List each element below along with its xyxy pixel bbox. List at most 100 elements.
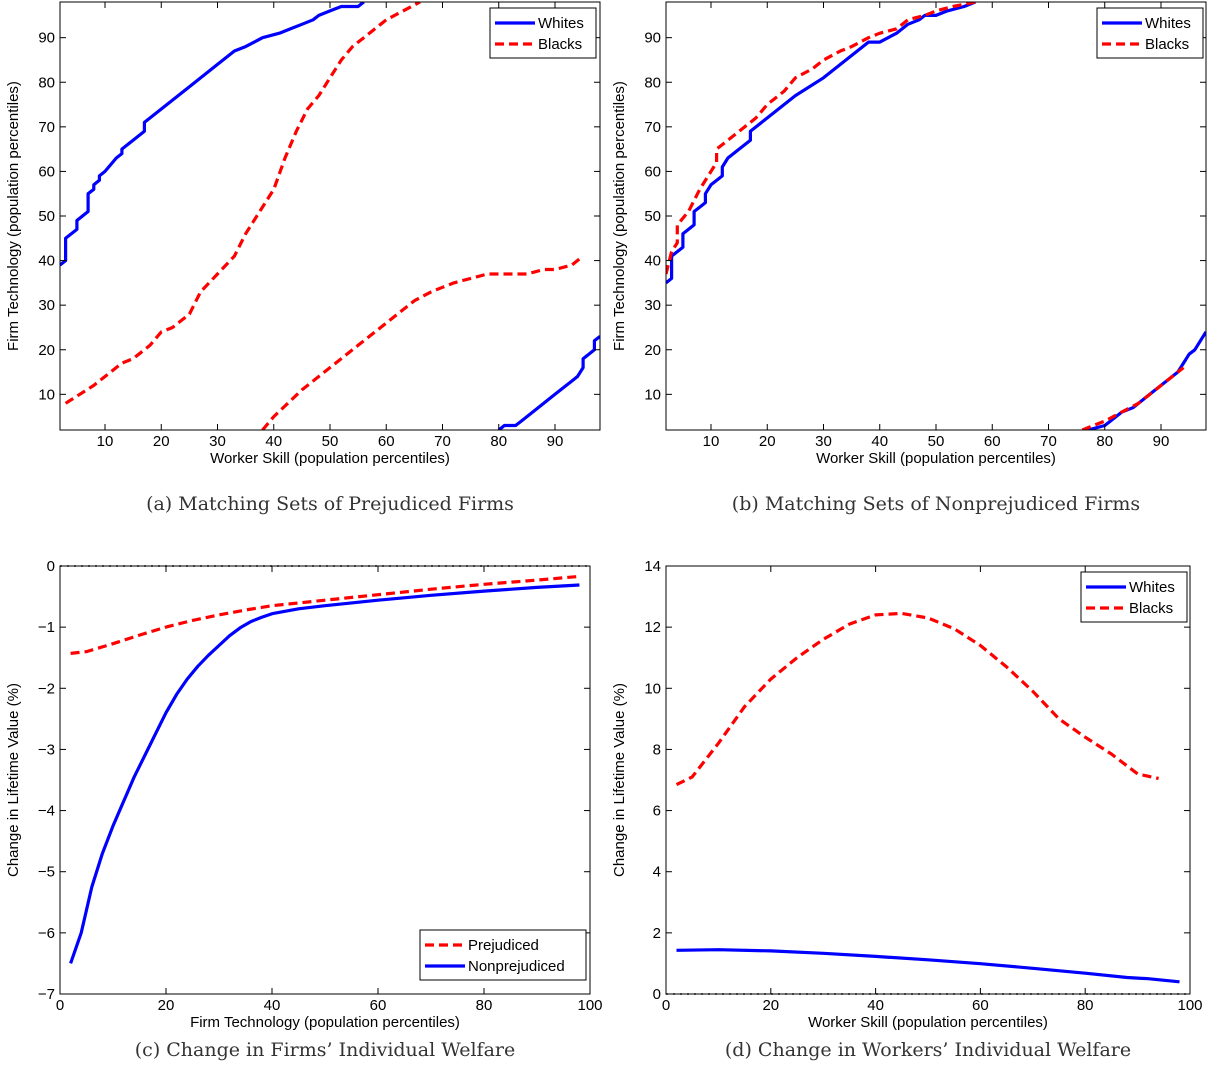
x-tick-label: 40 (871, 433, 888, 450)
y-tick-label: 90 (644, 30, 661, 47)
panel-caption: (d) Change in Workers’ Individual Welfar… (725, 1039, 1131, 1061)
legend-box (419, 929, 587, 981)
y-tick-label: 60 (644, 163, 661, 180)
y-tick-label: 80 (38, 74, 55, 91)
legend-label: Whites (538, 15, 584, 32)
y-axis-label: Firm Technology (population percentiles) (5, 81, 22, 351)
x-tick-label: 80 (490, 433, 507, 450)
y-tick-label: 20 (38, 342, 55, 359)
legend-box (489, 7, 597, 59)
chart-panel-d: 0 20 40 60 80 100 0 2 4 6 8 10 12 14 Worker Skill (pop… (611, 558, 1203, 1061)
series-line-2 (64, 2, 421, 405)
x-tick-label: 20 (759, 433, 776, 450)
y-tick-label: −2 (38, 680, 55, 697)
y-tick-label: 4 (653, 864, 661, 881)
x-axis-label: Worker Skill (population percentiles) (210, 450, 450, 467)
x-tick-label: 50 (322, 433, 339, 450)
axes-box (665, 565, 1191, 995)
legend-box (1096, 7, 1204, 59)
x-tick-label: 30 (209, 433, 226, 450)
x-tick-label: 40 (867, 997, 884, 1014)
legend: Whites Blacks (1096, 7, 1204, 59)
series-line-1 (676, 948, 1180, 984)
legend: Whites Blacks (489, 7, 597, 59)
y-tick-label: 50 (644, 208, 661, 225)
panel-caption: (b) Matching Sets of Nonprejudiced Firms (732, 493, 1140, 515)
y-tick-label: 12 (644, 619, 661, 636)
axes-box (59, 1, 601, 431)
y-tick-label: 8 (653, 741, 661, 758)
x-tick-label: 20 (762, 997, 779, 1014)
legend-label: Blacks (1129, 600, 1173, 617)
legend: Whites Blacks (1080, 571, 1188, 623)
x-tick-label: 80 (1096, 433, 1113, 450)
legend-label: Prejudiced (468, 937, 539, 954)
x-tick-label: 70 (1040, 433, 1057, 450)
x-tick-label: 40 (264, 997, 281, 1014)
chart-panel-b: 10 20 30 40 50 60 70 80 90 10 20 30 40 50 60 70 80 90 Work… (611, 1, 1207, 515)
legend-box (1080, 571, 1188, 623)
y-tick-label: 20 (644, 342, 661, 359)
chart-panel-c: 0 20 40 60 80 100 −7 −6 −5 −4 −3 −2 −1 0 Firm Technolo… (5, 558, 603, 1061)
y-tick-label: 10 (644, 386, 661, 403)
x-tick-label: 60 (984, 433, 1001, 450)
x-tick-label: 100 (1177, 997, 1202, 1014)
x-tick-label: 100 (577, 997, 602, 1014)
y-tick-label: 2 (653, 925, 661, 942)
legend-label: Blacks (1145, 36, 1189, 53)
y-tick-label: 6 (653, 803, 661, 820)
x-tick-label: 40 (265, 433, 282, 450)
x-tick-label: 20 (158, 997, 175, 1014)
y-axis-label: Change in Lifetime Value (%) (611, 683, 628, 877)
legend-label: Whites (1129, 579, 1175, 596)
x-tick-label: 20 (153, 433, 170, 450)
x-tick-label: 30 (815, 433, 832, 450)
y-tick-label: 14 (644, 558, 661, 575)
series-line-4 (1081, 366, 1185, 430)
axes-box (59, 565, 591, 995)
x-tick-label: 0 (662, 997, 670, 1014)
x-tick-label: 90 (547, 433, 564, 450)
panel-caption: (a) Matching Sets of Prejudiced Firms (146, 493, 514, 515)
legend-label: Nonprejudiced (468, 958, 565, 975)
y-tick-label: 0 (653, 986, 661, 1003)
y-tick-label: −3 (38, 741, 55, 758)
x-tick-label: 80 (476, 997, 493, 1014)
y-tick-label: 0 (47, 558, 55, 575)
chart-panel-a: 10 20 30 40 50 60 70 80 90 10 20 30 40 50 60 70 80 90 Work… (5, 1, 601, 515)
x-axis-label: Firm Technology (population percentiles) (190, 1014, 460, 1031)
series-line-3 (261, 254, 585, 430)
y-tick-label: 70 (644, 119, 661, 136)
y-tick-label: −4 (38, 803, 55, 820)
y-tick-label: 30 (644, 297, 661, 314)
y-tick-label: 50 (38, 208, 55, 225)
series-line-3 (1087, 331, 1206, 430)
y-tick-label: 90 (38, 30, 55, 47)
x-tick-label: 10 (703, 433, 720, 450)
axes-box (665, 1, 1207, 431)
series-line-1 (70, 574, 580, 655)
legend-label: Blacks (538, 36, 582, 53)
x-axis-label: Worker Skill (population percentiles) (808, 1014, 1048, 1031)
series-line-2 (666, 2, 976, 275)
y-tick-label: −5 (38, 864, 55, 881)
series-line-4 (497, 335, 600, 430)
panel-caption: (c) Change in Firms’ Individual Welfare (135, 1039, 515, 1061)
y-tick-label: −1 (38, 619, 55, 636)
x-tick-label: 70 (434, 433, 451, 450)
y-tick-label: 10 (644, 680, 661, 697)
y-tick-label: 10 (38, 386, 55, 403)
y-tick-label: −7 (38, 986, 55, 1003)
y-tick-label: 60 (38, 163, 55, 180)
y-axis-label: Change in Lifetime Value (%) (5, 683, 22, 877)
y-tick-label: 70 (38, 119, 55, 136)
legend: Prejudiced Nonprejudiced (419, 929, 587, 981)
y-tick-label: 40 (644, 253, 661, 270)
x-axis-label: Worker Skill (population percentiles) (816, 450, 1056, 467)
y-axis-label: Firm Technology (population percentiles) (611, 81, 628, 351)
series-line-2 (675, 611, 1159, 787)
series-line-1 (666, 2, 976, 285)
series-line-1 (60, 2, 365, 267)
y-tick-label: 30 (38, 297, 55, 314)
